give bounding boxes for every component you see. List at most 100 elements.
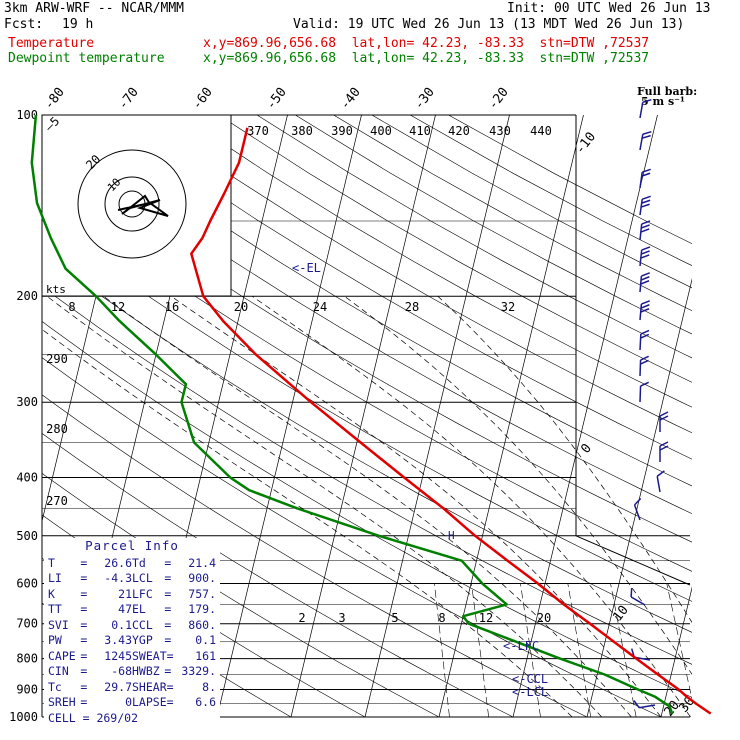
parcel-equals: = [80, 617, 95, 632]
barb-flag [642, 98, 652, 103]
parcel-key: LAPSE [132, 695, 167, 709]
isotherm-label: -50 [264, 85, 290, 113]
barb-flag [633, 497, 642, 506]
wind-barb [639, 98, 652, 119]
pressure-label: 200 [16, 289, 38, 303]
barb-flag [630, 588, 633, 598]
theta-label: 280 [46, 422, 68, 436]
parcel-equals: = [80, 555, 95, 570]
parcel-equals: = [166, 695, 181, 709]
theta-label: 400 [370, 124, 392, 138]
dry-adiabat [333, 115, 692, 311]
wetbulb-label: 24 [313, 300, 327, 314]
parcel-row: PW = 3.43 YGP = 0.1 [44, 633, 220, 649]
mixing-ratio-line [434, 583, 450, 717]
parcel-row: TT = 47 EL = 179. [44, 602, 220, 618]
pressure-label: 1000 [9, 710, 38, 724]
parcel-value: 29.7 [104, 679, 132, 694]
parcel-key: SREH [48, 695, 76, 709]
frame-corner [575, 535, 691, 586]
parcel-cell-pair: CIN = -68 [48, 664, 132, 680]
wetbulb-label: 32 [501, 300, 515, 314]
barb-flag [633, 700, 640, 709]
parcel-equals: = [80, 648, 95, 663]
isotherm-label: -60 [190, 85, 216, 113]
parcel-table: T = 26.6 Td = 21.4 LI = -4.3 LCL = 900. K = 21 LFC… [44, 556, 220, 711]
barb-flag [659, 445, 669, 451]
parcel-key: TT [48, 602, 62, 616]
pressure-label: 500 [16, 529, 38, 543]
parcel-key: CCL [132, 617, 153, 632]
parcel-row: SREH = 0 LAPSE = 6.6 [44, 695, 220, 711]
parcel-equals: = [164, 633, 179, 647]
parcel-equals: = [164, 617, 179, 632]
parcel-equals: = [80, 602, 95, 616]
barb-flag [640, 333, 650, 339]
wetbulb-label: 16 [165, 300, 179, 314]
barb-staff [639, 172, 643, 189]
parcel-value: 0.1 [111, 617, 132, 632]
theta-label: 430 [489, 124, 511, 138]
barb-flag [659, 411, 669, 417]
barb-staff [633, 504, 641, 521]
parcel-value: -4.3 [104, 571, 132, 585]
wind-barb [656, 470, 665, 493]
barb-staff [639, 333, 642, 351]
sounding-series [30, 114, 712, 715]
parcel-cell-pair: SHEAR = 8. [132, 680, 216, 696]
parcel-key: YGP [132, 633, 153, 647]
parcel-cell-pair: LFC = 757. [132, 587, 216, 603]
barb-flag [641, 199, 651, 204]
init-time: Init: 00 UTC Wed 26 Jun 13 [507, 1, 711, 16]
annotation-lfc: <-LFC [503, 639, 539, 653]
parcel-equals: = [80, 571, 95, 585]
isotherm-label: -20 [486, 85, 512, 113]
theta-label: 410 [409, 124, 431, 138]
hodograph-trace [117, 194, 169, 217]
isotherm-line [660, 586, 692, 717]
isotherm-label: -10 [573, 130, 599, 158]
wind-barb [633, 700, 656, 709]
mixing-ratio-line [666, 583, 692, 701]
parcel-row: K = 21 LFC = 757. [44, 587, 220, 603]
pressure-label: 100 [16, 108, 38, 122]
barb-flag [640, 276, 650, 281]
parcel-value: 26.6 [104, 555, 132, 570]
mixing-ratio-label: 5 [391, 611, 398, 625]
hodo-ring-20 [77, 149, 187, 259]
model-title: 3km ARW-WRF -- NCAR/MMM [4, 1, 185, 16]
parcel-row: CIN = -68 HWBZ = 3329. [44, 664, 220, 680]
barb-flag [641, 272, 650, 277]
parcel-equals: = [80, 664, 95, 678]
dewpoint-line [30, 114, 674, 715]
barb-flag [640, 280, 650, 285]
parcel-cell-pair: EL = 179. [132, 602, 216, 618]
parcel-row: CAPE = 1245 SWEAT = 161 [44, 649, 220, 665]
annotation-el: <-EL [292, 261, 321, 275]
wind-barb [633, 497, 642, 521]
pressure-label: 700 [16, 617, 38, 631]
parcel-cell-pair: SREH = 0 [48, 695, 132, 711]
parcel-info-box: Parcel Info T = 26.6 Td = 21.4 LI = -4.3 LCL = … [44, 538, 220, 728]
parcel-equals: = [164, 602, 179, 616]
parcel-row: T = 26.6 Td = 21.4 [44, 556, 220, 572]
parcel-value: 0.1 [195, 633, 216, 647]
theta-label: 290 [46, 352, 68, 366]
parcel-row: LI = -4.3 LCL = 900. [44, 571, 220, 587]
parcel-value: 900. [188, 571, 216, 585]
barb-flag [640, 304, 650, 309]
parcel-value: 6.6 [195, 695, 216, 709]
hodo-ring-10 [104, 176, 160, 232]
parcel-key: SHEAR [132, 679, 167, 694]
theta-label: 370 [247, 124, 269, 138]
wetbulb-label: 20 [234, 300, 248, 314]
parcel-value: 1245 [104, 648, 132, 663]
parcel-equals: = [80, 695, 95, 709]
barb-staff [630, 596, 646, 606]
wind-barb [639, 130, 652, 151]
forecast-hour: 19 h [62, 17, 94, 32]
isotherm-line [512, 115, 658, 717]
parcel-equals: = [164, 555, 179, 570]
parcel-key: CIN [48, 664, 69, 678]
